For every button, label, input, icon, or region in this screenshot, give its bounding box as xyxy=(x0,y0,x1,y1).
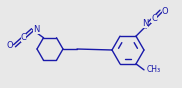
Text: C: C xyxy=(151,14,157,23)
Text: C: C xyxy=(21,33,26,42)
Text: N: N xyxy=(33,25,40,34)
Text: CH₃: CH₃ xyxy=(147,65,161,74)
Text: O: O xyxy=(162,7,169,16)
Text: N: N xyxy=(142,19,148,28)
Text: O: O xyxy=(7,41,13,50)
